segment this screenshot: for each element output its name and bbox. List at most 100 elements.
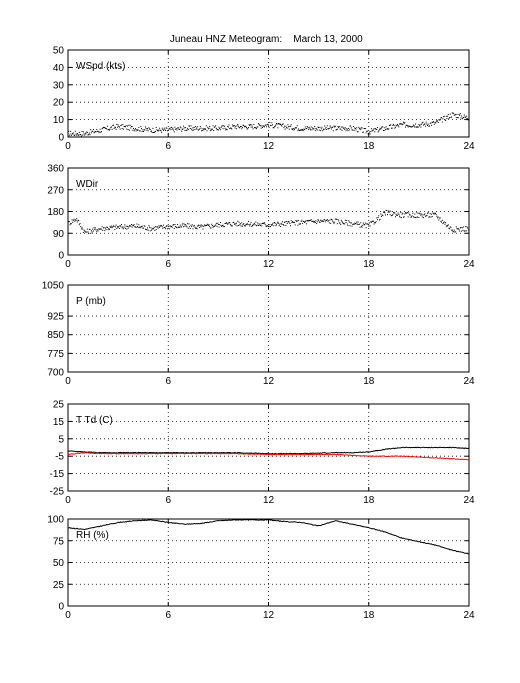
data-point	[433, 123, 435, 125]
data-point	[248, 124, 250, 126]
data-point	[376, 217, 378, 219]
data-point	[251, 225, 253, 227]
data-point	[341, 221, 343, 223]
data-point	[151, 228, 153, 230]
data-point	[169, 225, 171, 227]
data-point	[384, 214, 386, 216]
data-point	[457, 117, 459, 119]
data-point	[401, 213, 403, 215]
data-point	[440, 220, 442, 222]
data-point	[318, 219, 320, 221]
data-point	[395, 124, 397, 126]
data-point	[185, 225, 187, 227]
data-point	[94, 131, 96, 133]
data-point	[378, 215, 380, 217]
data-point	[338, 222, 340, 224]
data-point	[243, 223, 245, 225]
data-point	[172, 127, 174, 129]
data-point	[171, 225, 173, 227]
data-point	[327, 220, 329, 222]
data-point	[318, 129, 320, 131]
data-point	[255, 225, 257, 227]
data-point	[213, 130, 215, 132]
data-point	[288, 126, 290, 128]
data-point	[392, 123, 394, 125]
data-point	[278, 225, 280, 227]
data-point	[102, 126, 104, 128]
data-point	[246, 222, 248, 224]
data-point	[330, 218, 332, 220]
data-point	[384, 127, 386, 129]
data-point	[447, 224, 449, 226]
data-point	[403, 216, 405, 218]
data-point	[398, 123, 400, 125]
data-point	[146, 229, 148, 231]
data-point	[171, 126, 173, 128]
data-point	[132, 225, 134, 227]
data-point	[210, 227, 212, 229]
data-point	[398, 215, 400, 217]
y-tick-label: 925	[47, 312, 64, 323]
data-point	[301, 130, 303, 132]
data-point	[101, 226, 103, 228]
data-point	[128, 225, 130, 227]
data-point	[411, 215, 413, 217]
data-point	[245, 224, 247, 226]
y-tick-label: 25	[53, 400, 65, 411]
data-point	[102, 229, 104, 231]
data-point	[139, 130, 141, 132]
data-point	[158, 129, 160, 131]
data-point	[225, 222, 227, 224]
data-point	[260, 127, 262, 129]
data-point	[407, 212, 409, 214]
data-point	[136, 129, 138, 131]
data-point	[388, 128, 390, 130]
x-tick-label: 24	[463, 141, 475, 152]
data-point	[241, 225, 243, 227]
data-point	[74, 135, 76, 137]
data-point	[183, 125, 185, 127]
data-point	[275, 224, 277, 226]
x-tick-label: 24	[463, 495, 475, 506]
data-point	[254, 224, 256, 226]
data-point	[331, 127, 333, 129]
data-point	[304, 129, 306, 131]
data-point	[340, 223, 342, 225]
data-point	[163, 127, 165, 129]
data-point	[302, 220, 304, 222]
data-point	[451, 229, 453, 231]
data-point	[352, 223, 354, 225]
data-point	[126, 225, 128, 227]
data-point	[408, 125, 410, 127]
data-point	[366, 223, 368, 225]
data-point	[336, 129, 338, 131]
data-point	[445, 222, 447, 224]
data-point	[234, 127, 236, 129]
data-point	[433, 213, 435, 215]
data-point	[233, 124, 235, 126]
data-point	[106, 125, 108, 127]
data-point	[187, 127, 189, 129]
data-point	[239, 127, 241, 129]
data-point	[374, 131, 376, 133]
data-point	[407, 216, 409, 218]
data-point	[187, 227, 189, 229]
data-point	[338, 126, 340, 128]
data-point	[229, 127, 231, 129]
data-point	[181, 224, 183, 226]
data-point	[216, 129, 218, 131]
data-point	[227, 125, 229, 127]
data-point	[226, 222, 228, 224]
data-point	[385, 126, 387, 128]
data-point	[193, 129, 195, 131]
data-point	[408, 212, 410, 214]
data-point	[172, 224, 174, 226]
data-point	[271, 224, 273, 226]
data-point	[350, 222, 352, 224]
data-point	[214, 126, 216, 128]
data-point	[112, 125, 114, 127]
data-point	[432, 122, 434, 124]
data-point	[346, 223, 348, 225]
data-point	[193, 126, 195, 128]
data-point	[232, 222, 234, 224]
